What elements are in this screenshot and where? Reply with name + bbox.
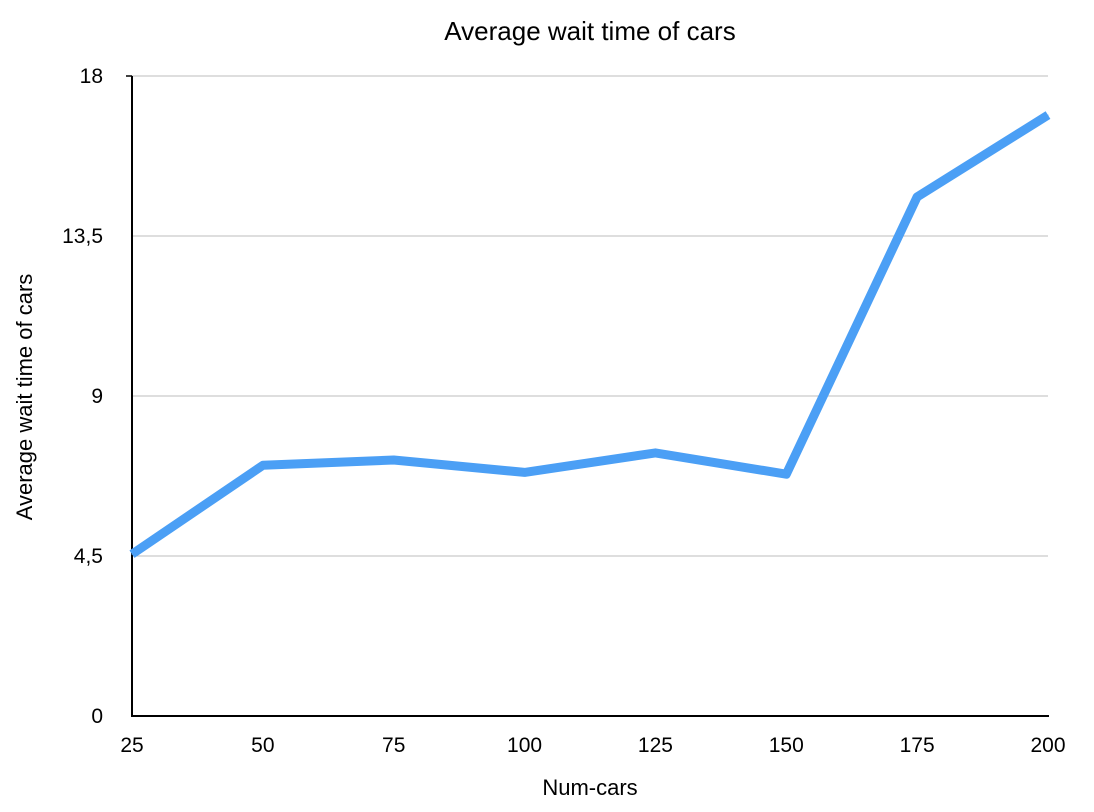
x-tick-label: 100 [507,734,542,757]
data-point [393,459,395,461]
axes [126,75,1049,717]
y-tick-label: 9 [91,385,103,408]
x-tick-label: 150 [769,734,804,757]
chart-title: Average wait time of cars [444,16,735,46]
series-layer [129,111,1051,558]
x-tick-label: 175 [900,734,935,757]
data-point [654,452,656,454]
data-point [524,471,526,473]
series-line [129,111,1051,558]
y-tick-label: 18 [80,65,103,88]
x-tick-labels: 25 50 75 100 125 150 175 200 [120,734,1065,757]
data-point [1047,114,1049,116]
data-point [262,464,264,466]
data-point [785,473,787,475]
y-axis-label: Average wait time of cars [12,274,37,521]
y-tick-labels: 0 4,5 9 13,5 18 [62,65,103,728]
x-tick-label: 25 [120,734,143,757]
x-tick-label: 200 [1030,734,1065,757]
x-tick-label: 125 [638,734,673,757]
y-tick-label: 13,5 [62,225,103,248]
x-tick-label: 75 [382,734,405,757]
x-axis-label: Num-cars [542,775,637,800]
data-point [131,553,133,555]
data-point [916,196,918,198]
x-tick-label: 50 [251,734,274,757]
y-tick-label: 0 [91,705,103,728]
y-tick-label: 4,5 [74,545,103,568]
grid-lines [132,75,1048,557]
